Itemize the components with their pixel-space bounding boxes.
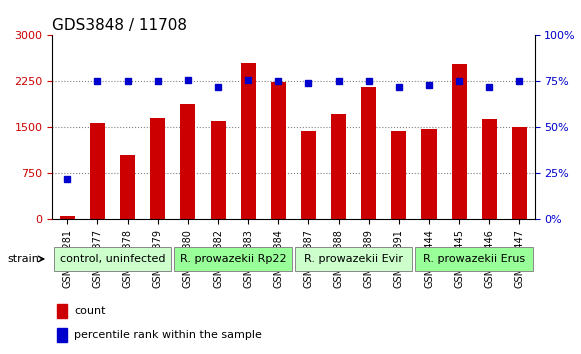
Bar: [361, 87, 376, 219]
Bar: [271, 82, 286, 219]
Bar: [57, 304, 67, 318]
FancyBboxPatch shape: [174, 247, 292, 271]
Bar: [241, 63, 256, 219]
Text: R. prowazekii Rp22: R. prowazekii Rp22: [180, 254, 286, 264]
Bar: [210, 121, 225, 219]
Text: percentile rank within the sample: percentile rank within the sample: [74, 330, 262, 340]
FancyBboxPatch shape: [295, 247, 413, 271]
Bar: [421, 129, 436, 219]
Text: R. prowazekii Erus: R. prowazekii Erus: [423, 254, 525, 264]
Bar: [451, 64, 467, 219]
Bar: [120, 155, 135, 219]
Bar: [150, 118, 166, 219]
Bar: [60, 216, 75, 219]
Text: GDS3848 / 11708: GDS3848 / 11708: [52, 18, 187, 33]
FancyBboxPatch shape: [54, 247, 171, 271]
Bar: [512, 127, 527, 219]
Text: strain: strain: [8, 254, 40, 264]
Bar: [90, 123, 105, 219]
Bar: [301, 131, 316, 219]
FancyBboxPatch shape: [415, 247, 533, 271]
Bar: [482, 119, 497, 219]
Bar: [331, 114, 346, 219]
Text: count: count: [74, 306, 106, 316]
Bar: [57, 329, 67, 342]
Bar: [392, 131, 407, 219]
Text: R. prowazekii Evir: R. prowazekii Evir: [304, 254, 403, 264]
Text: control, uninfected: control, uninfected: [60, 254, 166, 264]
Bar: [180, 103, 195, 219]
